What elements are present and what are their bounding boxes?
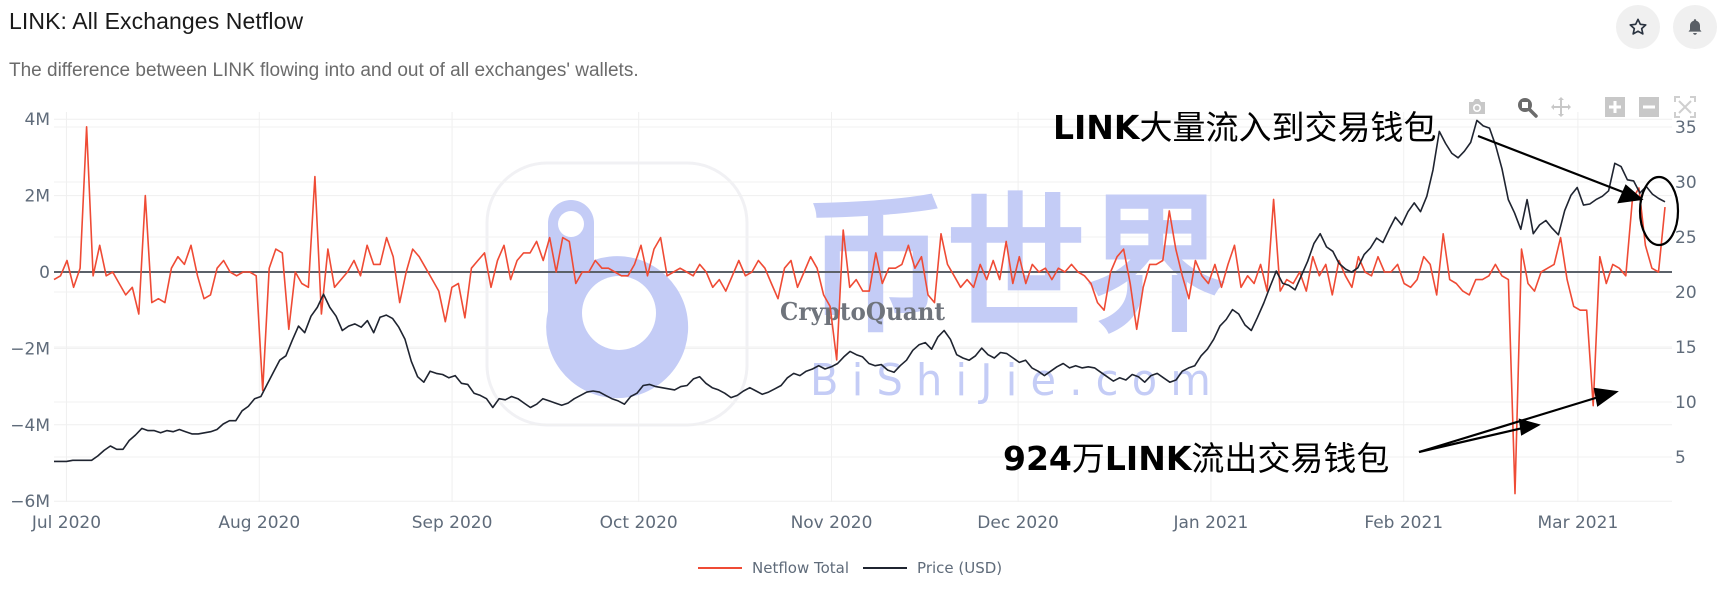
right-y-tick: 5 (1675, 448, 1686, 468)
watermark-brand-en: BiShiJie.com (810, 355, 1224, 406)
alerts-button[interactable] (1673, 5, 1717, 49)
autoscale-icon (1674, 96, 1696, 118)
right-y-axis: 5 10 15 20 25 30 35 (1675, 118, 1697, 468)
outflow-annotation-cn: 流出交易钱包 (1191, 439, 1390, 478)
netflow-series-line[interactable] (53, 126, 1666, 495)
left-y-tick: −2M (10, 339, 50, 359)
download-png-button[interactable] (1465, 95, 1489, 119)
right-y-tick: 15 (1675, 338, 1697, 358)
star-icon (1629, 18, 1647, 35)
page-title: LINK: All Exchanges Netflow (9, 8, 304, 34)
legend-swatch-price (863, 567, 908, 569)
legend-label-netflow: Netflow Total (752, 559, 850, 577)
inflow-annotation-cn: 大量流入到交易钱包 (1139, 108, 1437, 147)
left-y-tick: 2M (25, 187, 50, 207)
x-tick: Jan 2021 (1172, 513, 1248, 533)
bell-icon (1688, 19, 1702, 35)
x-axis: Jul 2020 Aug 2020 Sep 2020 Oct 2020 Nov 2020… (31, 513, 1618, 533)
outflow-annotation: 924万LINK流出交易钱包 (1003, 432, 1389, 480)
right-y-tick: 35 (1675, 118, 1697, 138)
legend-item-netflow[interactable]: Netflow Total (698, 559, 849, 577)
right-y-tick: 10 (1675, 393, 1697, 413)
zoom-in-icon (1605, 97, 1625, 117)
watermark-logo (546, 200, 689, 399)
inflow-annotation-latin: LINK (1053, 108, 1140, 147)
x-tick: Feb 2021 (1364, 513, 1443, 533)
outflow-annotation-number: 924 (1003, 439, 1072, 478)
chart-legend: Netflow Total Price (USD) (698, 559, 1016, 577)
right-y-tick: 25 (1675, 228, 1697, 248)
left-y-axis: 4M 2M 0 −2M −4M −6M (10, 110, 50, 512)
zoom-in-button[interactable] (1603, 95, 1627, 119)
favorite-button[interactable] (1616, 5, 1660, 49)
x-tick: Dec 2020 (977, 513, 1059, 533)
annotation-arrows (1418, 134, 1680, 454)
zoom-out-icon (1639, 97, 1659, 117)
page-subtitle: The difference between LINK flowing into… (9, 60, 639, 81)
left-y-tick: −6M (10, 492, 50, 512)
legend-item-price[interactable]: Price (USD) (863, 559, 1002, 577)
pan-button[interactable] (1549, 95, 1573, 119)
left-y-tick: −4M (10, 416, 50, 436)
outflow-annotation-latin: LINK (1104, 439, 1192, 478)
price-series-line[interactable] (54, 119, 1666, 463)
x-tick: Aug 2020 (218, 513, 300, 533)
autoscale-button[interactable] (1673, 95, 1697, 119)
zoom-out-button[interactable] (1637, 95, 1661, 119)
zoom-button[interactable] (1515, 95, 1539, 119)
annotation-circle (1638, 175, 1680, 247)
camera-icon (1469, 99, 1485, 114)
x-tick: Jul 2020 (31, 513, 101, 533)
zoom-icon (1518, 98, 1538, 118)
right-y-tick: 30 (1675, 173, 1697, 193)
legend-swatch-netflow (698, 567, 742, 569)
x-tick: Sep 2020 (412, 513, 493, 533)
x-tick: Nov 2020 (791, 513, 873, 533)
watermark-provider: CryptoQuant (780, 297, 945, 326)
x-tick: Mar 2021 (1538, 513, 1619, 533)
outflow-annotation-unit: 万 (1071, 439, 1105, 478)
pan-icon (1551, 97, 1571, 117)
right-y-tick: 20 (1675, 283, 1697, 303)
legend-label-price: Price (USD) (917, 559, 1003, 577)
inflow-annotation: LINK大量流入到交易钱包 (1053, 101, 1437, 149)
x-tick: Oct 2020 (600, 513, 678, 533)
left-y-tick: 4M (25, 110, 50, 130)
left-y-tick: 0 (39, 263, 50, 283)
